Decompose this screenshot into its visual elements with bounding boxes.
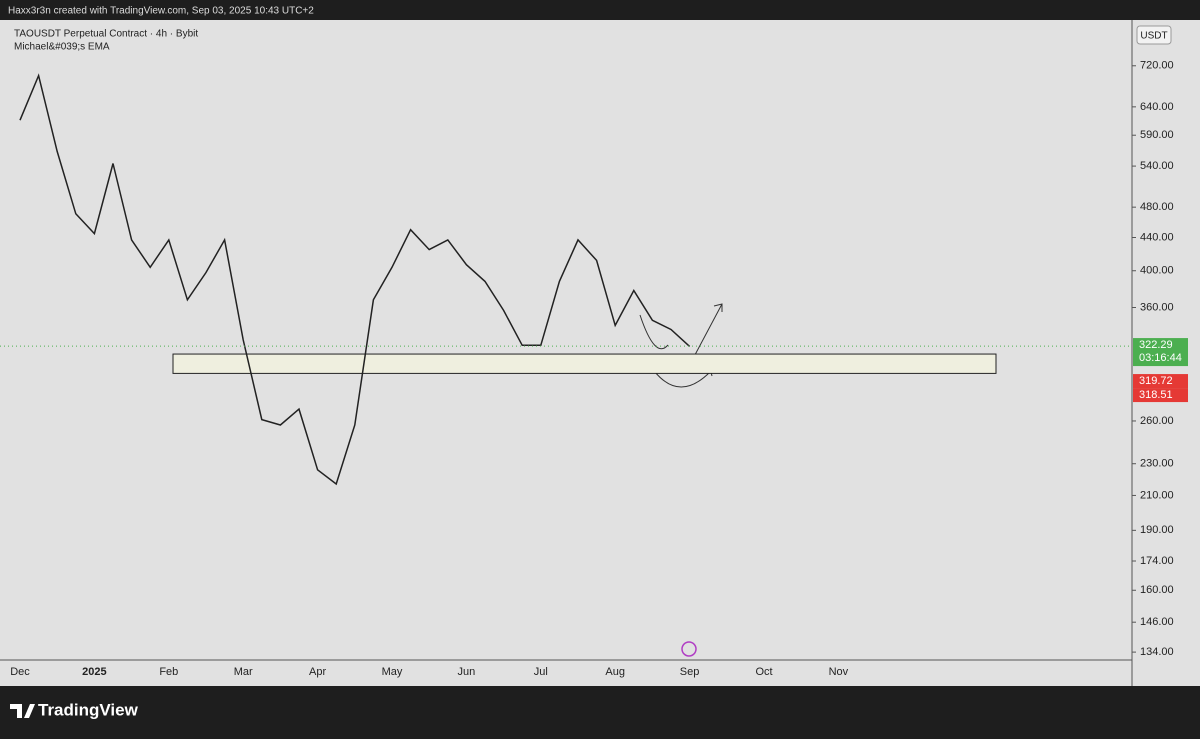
y-tick-label: 134.00 (1140, 646, 1174, 658)
y-tick-label: 190.00 (1140, 524, 1174, 536)
bottom-bar (0, 686, 1200, 734)
y-tick-label: 440.00 (1140, 231, 1174, 243)
y-tick-label: 360.00 (1140, 301, 1174, 313)
y-tick-label: 540.00 (1140, 160, 1174, 172)
indicator-name: Michael&#039;s EMA (14, 42, 110, 53)
x-tick-label: Oct (755, 666, 772, 678)
x-tick-label: Sep (680, 666, 700, 678)
event-icon[interactable] (681, 641, 697, 657)
last-price-badge (1133, 338, 1188, 367)
top-bar (0, 0, 1200, 20)
y-tick-label: 160.00 (1140, 584, 1174, 596)
y-tick-label: 640.00 (1140, 101, 1174, 113)
y-tick-label: 230.00 (1140, 458, 1174, 470)
brand-logo (10, 704, 35, 718)
price-badge-label: 319.72 (1139, 375, 1173, 387)
y-tick-label: 720.00 (1140, 60, 1174, 72)
x-tick-label: Dec (10, 666, 30, 678)
y-tick-label: 174.00 (1140, 555, 1174, 567)
x-tick-label: Jun (458, 666, 476, 678)
last-price-label: 322.29 (1139, 339, 1173, 351)
x-tick-label: Aug (605, 666, 625, 678)
watermark: Haxx3r3n created with TradingView.com, S… (8, 6, 314, 17)
x-tick-label: Feb (159, 666, 178, 678)
price-line (19, 73, 691, 486)
chart-title: TAOUSDT Perpetual Contract · 4h · Bybit (14, 29, 198, 40)
price-badge (1133, 374, 1188, 389)
y-tick-label: 260.00 (1140, 415, 1174, 427)
y-tick-label: 146.00 (1140, 616, 1174, 628)
currency-label: USDT (1140, 31, 1167, 42)
support-zone (172, 353, 997, 374)
x-tick-label: Apr (309, 666, 326, 678)
x-tick-label: Jul (534, 666, 548, 678)
x-tick-label: Mar (234, 666, 253, 678)
x-tick-label: Nov (829, 666, 849, 678)
y-tick-label: 210.00 (1140, 489, 1174, 501)
price-badge-label: 318.51 (1139, 389, 1173, 401)
x-tick-label: 2025 (82, 666, 106, 678)
brand: TradingView (38, 700, 139, 719)
chart-area (0, 20, 1200, 686)
currency-button[interactable] (1136, 25, 1172, 45)
countdown-label: 03:16:44 (1139, 352, 1182, 364)
y-tick-label: 590.00 (1140, 129, 1174, 141)
drawing-curve (639, 314, 669, 350)
price-badge (1133, 388, 1188, 403)
y-tick-label: 480.00 (1140, 201, 1174, 213)
y-tick-label: 400.00 (1140, 265, 1174, 277)
x-tick-label: May (382, 666, 403, 678)
